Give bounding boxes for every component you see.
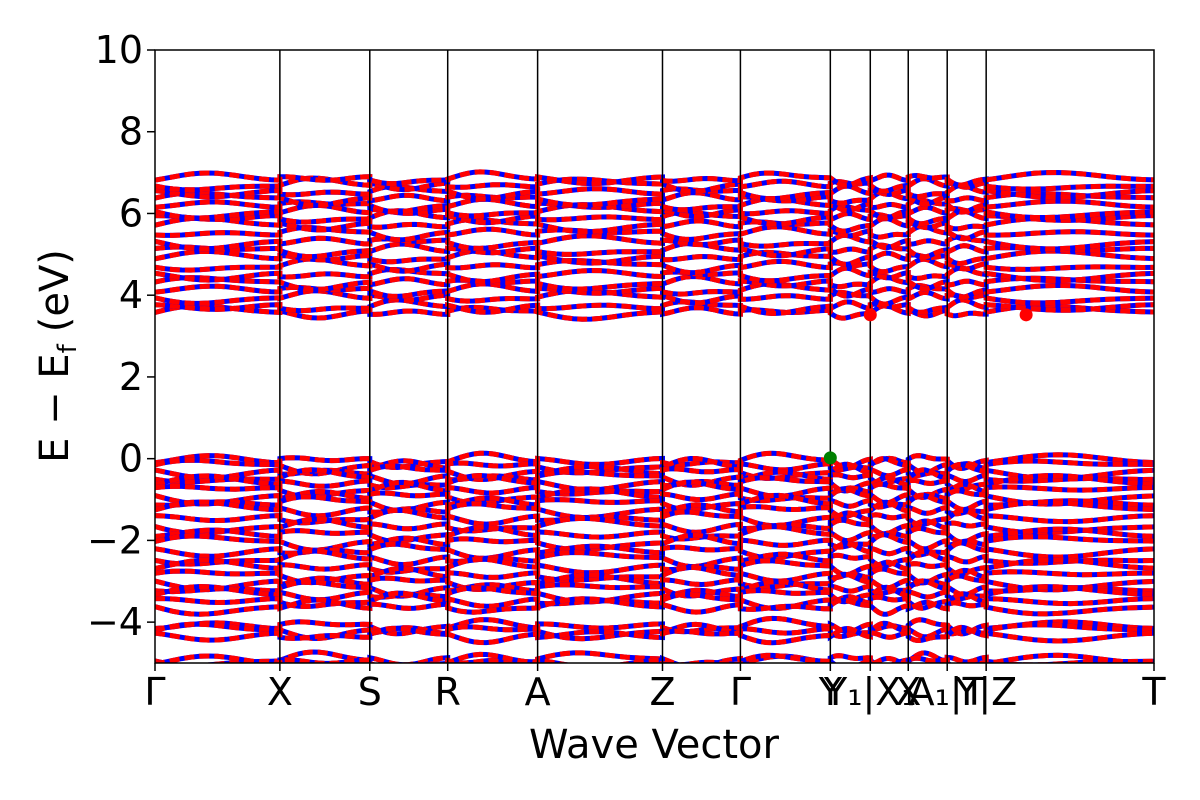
x-tick-label: Y|Z [954, 670, 1017, 715]
x-tick-label: Z [649, 670, 675, 714]
y-axis-ticks: −4 −2 0 2 4 6 8 10 [87, 28, 155, 644]
y-axis-title: E − Ef(eV) [32, 249, 83, 463]
y-tick-label: −2 [87, 518, 143, 562]
x-axis-title: Wave Vector [529, 722, 780, 768]
x-tick-label: Y [818, 670, 843, 714]
y-tick-label: 8 [119, 110, 143, 154]
y-tick-label: −4 [87, 600, 143, 644]
cbm-marker [863, 308, 877, 322]
band-line-spin-up [155, 288, 1154, 307]
x-tick-label: A [525, 670, 551, 714]
vbm-marker [823, 451, 837, 465]
high-symmetry-lines [279, 50, 987, 663]
band-extrema-markers [823, 308, 1033, 465]
y-tick-label: 0 [119, 437, 143, 481]
x-tick-label: Γ [144, 670, 165, 714]
y-tick-label: 2 [119, 355, 143, 399]
y-tick-label: 6 [119, 191, 143, 235]
x-tick-label: R [435, 670, 461, 714]
x-tick-label: A₁|T [909, 670, 987, 715]
x-tick-label: S [358, 670, 382, 714]
x-tick-label: X [895, 670, 921, 714]
x-tick-label: Γ [730, 670, 751, 714]
plot-frame [154, 49, 1155, 664]
y-tick-label: 4 [119, 273, 143, 317]
x-tick-label: X [267, 670, 293, 714]
x-tick-label: T [1141, 670, 1166, 714]
band-lines [155, 169, 1154, 663]
y-tick-label: 10 [95, 28, 143, 72]
cbm-marker [1019, 308, 1033, 322]
x-tick-label: Y₁|X₁ [823, 670, 917, 715]
band-line-spin-up [155, 256, 1154, 276]
